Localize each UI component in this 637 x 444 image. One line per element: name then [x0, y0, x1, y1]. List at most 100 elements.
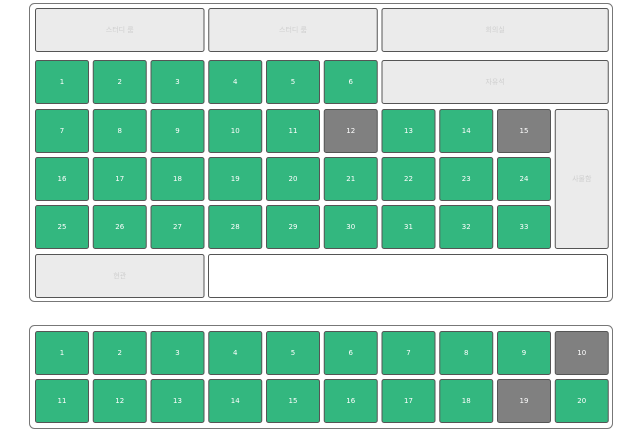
seat-label: 8	[464, 349, 468, 357]
seat[interactable]	[150, 379, 205, 423]
seat-label: 16	[58, 175, 67, 183]
seat[interactable]	[208, 205, 263, 249]
seat-label: 31	[404, 223, 413, 231]
seat[interactable]	[381, 205, 436, 249]
seat[interactable]	[381, 157, 436, 201]
seat[interactable]	[497, 157, 551, 201]
seat[interactable]	[92, 109, 147, 153]
seat-label: 17	[404, 397, 413, 405]
room	[381, 60, 609, 104]
room-label: 사물함	[572, 174, 592, 183]
seat[interactable]	[439, 379, 494, 423]
seat[interactable]	[150, 157, 205, 201]
seat[interactable]	[323, 109, 378, 153]
seat[interactable]	[323, 379, 378, 423]
seat-label: 15	[520, 127, 529, 135]
seat[interactable]	[266, 60, 320, 104]
seat-label: 3	[175, 349, 179, 357]
seat[interactable]	[35, 157, 89, 201]
seat[interactable]	[92, 379, 147, 423]
seat[interactable]	[208, 331, 263, 375]
seat[interactable]	[266, 331, 320, 375]
seat[interactable]	[497, 331, 551, 375]
seat[interactable]	[439, 157, 494, 201]
seat-label: 1	[60, 78, 64, 86]
seat-label: 29	[289, 223, 298, 231]
seat[interactable]	[150, 60, 205, 104]
seat[interactable]	[150, 331, 205, 375]
seat-label: 1	[60, 349, 64, 357]
empty-area	[208, 254, 608, 298]
seat[interactable]	[150, 109, 205, 153]
seat-label: 2	[118, 78, 122, 86]
seat-label: 22	[404, 175, 413, 183]
seat-label: 6	[349, 349, 354, 357]
seat[interactable]	[323, 60, 378, 104]
seat[interactable]	[208, 109, 263, 153]
seat-label: 5	[291, 349, 295, 357]
seat-label: 4	[233, 349, 238, 357]
seat[interactable]	[208, 60, 263, 104]
seat-label: 20	[577, 397, 586, 405]
seat[interactable]	[35, 205, 89, 249]
seat[interactable]	[381, 109, 436, 153]
room	[208, 8, 378, 52]
seat-label: 27	[173, 223, 182, 231]
seat-label: 19	[520, 397, 529, 405]
seat-label: 19	[231, 175, 240, 183]
seat-label: 3	[175, 78, 179, 86]
seat-label: 4	[233, 78, 238, 86]
seat[interactable]	[35, 109, 89, 153]
seat[interactable]	[92, 331, 147, 375]
seat[interactable]	[497, 205, 551, 249]
room	[35, 254, 205, 298]
seat[interactable]	[92, 157, 147, 201]
seat[interactable]	[208, 157, 263, 201]
seat-label: 23	[462, 175, 471, 183]
seat-label: 18	[462, 397, 471, 405]
seat[interactable]	[266, 379, 320, 423]
seat-label: 33	[520, 223, 529, 231]
room	[554, 109, 609, 249]
seat[interactable]	[323, 331, 378, 375]
seat[interactable]	[150, 205, 205, 249]
seat-label: 17	[115, 175, 124, 183]
seat-label: 16	[346, 397, 355, 405]
seat-label: 12	[346, 127, 355, 135]
seat[interactable]	[35, 379, 89, 423]
seat[interactable]	[439, 331, 494, 375]
seat-label: 8	[118, 127, 122, 135]
seat[interactable]	[554, 379, 609, 423]
seat[interactable]	[266, 205, 320, 249]
seat[interactable]	[497, 379, 551, 423]
seat[interactable]	[439, 109, 494, 153]
seat[interactable]	[266, 157, 320, 201]
seat[interactable]	[497, 109, 551, 153]
seat-label: 13	[404, 127, 413, 135]
seat-label: 14	[231, 397, 240, 405]
seat[interactable]	[381, 379, 436, 423]
seat-label: 15	[289, 397, 298, 405]
seat-label: 24	[520, 175, 529, 183]
seat[interactable]	[323, 157, 378, 201]
seat-label: 32	[462, 223, 471, 231]
room-label: 스터디 룸	[279, 25, 308, 34]
seat[interactable]	[92, 205, 147, 249]
seat-label: 9	[175, 127, 179, 135]
room-label: 자유석	[485, 77, 504, 86]
seat-label: 7	[406, 349, 410, 357]
room-label: 회의실	[485, 25, 504, 34]
seat[interactable]	[381, 331, 436, 375]
seat[interactable]	[92, 60, 147, 104]
seat-label: 9	[522, 349, 526, 357]
seat[interactable]	[323, 205, 378, 249]
seat-label: 28	[231, 223, 240, 231]
seat[interactable]	[208, 379, 263, 423]
seat[interactable]	[266, 109, 320, 153]
seat-label: 11	[58, 397, 67, 405]
seat[interactable]	[439, 205, 494, 249]
seat[interactable]	[554, 331, 609, 375]
seat[interactable]	[35, 60, 89, 104]
seat[interactable]	[35, 331, 89, 375]
